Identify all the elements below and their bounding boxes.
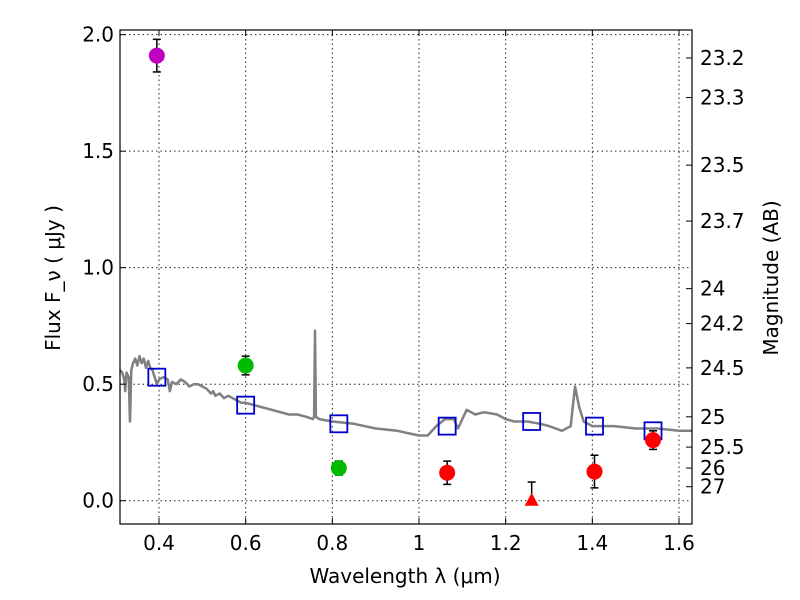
y2-tick-label: 23.5 xyxy=(700,153,745,177)
spectrum-layer xyxy=(119,329,692,437)
x-axis-label: Wavelength λ (μm) xyxy=(309,564,500,588)
x-tick-label: 0.8 xyxy=(316,531,348,555)
y-tick-label: 1.5 xyxy=(82,139,114,163)
y-tick-label: 0.5 xyxy=(82,372,114,396)
model-square-point xyxy=(329,414,349,434)
y-axis-label: Flux F_ν ( μJy ) xyxy=(41,205,65,351)
u-band-point xyxy=(148,47,165,64)
y2-tick-label: 23.2 xyxy=(700,46,745,70)
nir-point xyxy=(439,464,456,481)
y-tick-label: 0.0 xyxy=(82,489,114,513)
x-tick-label: 0.4 xyxy=(143,531,175,555)
model-square-point xyxy=(147,367,167,387)
marker-layer xyxy=(147,38,663,506)
x-tick-label: 1.2 xyxy=(490,531,522,555)
y-tick-label: 2.0 xyxy=(82,23,114,47)
tick-layer: 0.4 0.6 0.8 1 1.2 1.4 1.6 0.0 0.5 1.0 1.5 2.0 23.2 23… xyxy=(82,23,744,555)
x-tick-label: 1 xyxy=(413,531,426,555)
y2-axis-label: Magnitude (AB) xyxy=(759,200,783,355)
y-tick-label: 1.0 xyxy=(82,256,114,280)
x-tick-label: 0.6 xyxy=(230,531,262,555)
model-square-point xyxy=(236,395,256,415)
model-square-point xyxy=(522,412,542,431)
model-square-point xyxy=(437,416,457,436)
y2-tick-label: 24.2 xyxy=(700,312,745,336)
plot-frame xyxy=(119,29,693,525)
y2-tick-label: 25.5 xyxy=(700,435,745,459)
y2-tick-label: 24 xyxy=(700,277,725,301)
nir-point xyxy=(645,432,661,449)
grid-lines xyxy=(120,30,692,524)
x-tick-label: 1.4 xyxy=(576,531,608,555)
y2-tick-label: 23.7 xyxy=(700,209,745,233)
upper-limit-triangle xyxy=(524,492,539,506)
y2-tick-label: 27 xyxy=(700,475,725,499)
x-tick-label: 1.6 xyxy=(663,531,695,555)
nir-point xyxy=(586,463,603,480)
y2-tick-label: 24.5 xyxy=(700,356,745,380)
y2-tick-label: 23.3 xyxy=(700,86,745,110)
y2-tick-label: 25 xyxy=(700,405,725,429)
y2-tick-label: 26 xyxy=(700,456,725,480)
model-square-point xyxy=(585,416,604,436)
spectrum-line xyxy=(119,329,692,437)
optical-point xyxy=(237,357,254,374)
optical-point xyxy=(330,460,347,477)
